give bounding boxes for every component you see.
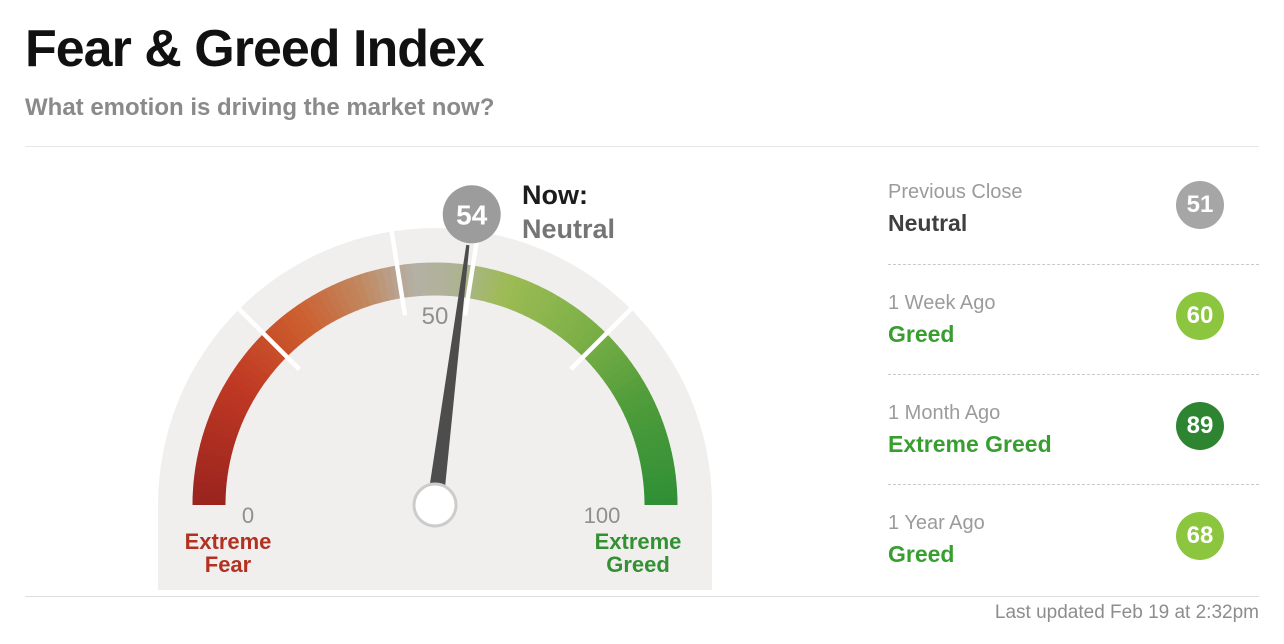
history-row-1-year-ago: 1 Year Ago Greed 68 (888, 484, 1259, 594)
history-mood: Extreme Greed (888, 431, 1052, 457)
extreme-greed-line1: Extreme (594, 529, 682, 554)
now-label: Now: (522, 180, 588, 210)
fear-greed-gauge: 54 (158, 185, 712, 590)
gauge-segment-divider (569, 307, 633, 371)
history-period-label: 1 Week Ago (888, 292, 996, 314)
history-mood: Neutral (888, 210, 968, 236)
history-period-label: Previous Close (888, 181, 1023, 203)
history-panel: Previous Close Neutral 51 1 Week Ago Gre… (888, 154, 1259, 594)
gauge-needle (425, 244, 470, 518)
gauge-segment-divider (389, 231, 408, 316)
now-mood: Neutral (522, 214, 616, 244)
gauge-segment-divider (462, 231, 481, 316)
history-value-circle: 51 (1176, 181, 1224, 229)
extreme-greed-line2: Greed (606, 552, 670, 577)
extreme-fear-line2: Fear (204, 552, 252, 577)
gauge-segment-divider (237, 307, 301, 371)
history-row-1-week-ago: 1 Week Ago Greed 60 (888, 264, 1259, 374)
gauge-tick-100: 100 (583, 503, 621, 528)
extreme-fear-line1: Extreme (184, 529, 272, 554)
history-mood: Greed (888, 541, 955, 567)
gauge-now-block: Now: Neutral (522, 178, 615, 246)
history-value-circle: 60 (1176, 292, 1224, 340)
gauge-needle-hub (412, 482, 458, 528)
history-mood: Greed (888, 321, 955, 347)
header-divider (25, 146, 1259, 147)
page-title: Fear & Greed Index (25, 20, 485, 78)
history-value-circle: 89 (1176, 402, 1224, 450)
history-row-1-month-ago: 1 Month Ago Extreme Greed 89 (888, 374, 1259, 484)
page-subtitle: What emotion is driving the market now? (25, 94, 495, 121)
gauge-tick-50: 50 (421, 303, 449, 330)
extreme-greed-caption: Extreme Greed (568, 530, 708, 576)
last-updated: Last updated Feb 19 at 2:32pm (994, 602, 1259, 623)
history-period-label: 1 Month Ago (888, 402, 1001, 424)
gauge-tick-0: 0 (241, 503, 255, 528)
gauge-value-badge-text: 54 (456, 199, 488, 230)
history-period-label: 1 Year Ago (888, 512, 985, 534)
history-row-previous-close: Previous Close Neutral 51 (888, 154, 1259, 264)
footer-divider (25, 596, 1259, 597)
extreme-fear-caption: Extreme Fear (158, 530, 298, 576)
gauge-arc (192, 262, 678, 506)
history-value-circle: 68 (1176, 512, 1224, 560)
gauge-value-badge (442, 185, 501, 244)
